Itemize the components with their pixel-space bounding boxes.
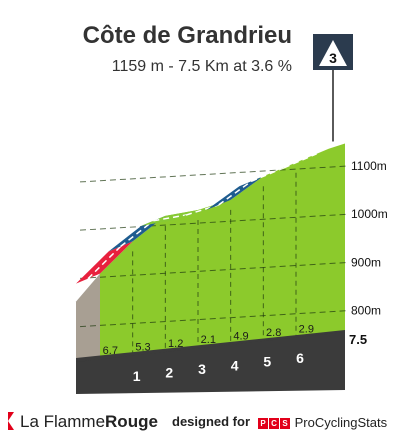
distance-band-front	[76, 332, 345, 394]
gradient-label: 2.8	[266, 327, 281, 339]
pcs-letter-s: S	[280, 418, 290, 429]
elevation-gridline	[79, 165, 350, 183]
end-distance-label: 7.5	[349, 332, 367, 347]
km-tick-label: 6	[296, 350, 304, 366]
gradient-label: 5.3	[135, 342, 150, 354]
km-tick-label: 4	[231, 357, 239, 373]
laflammerouge-logo: La FlammeRouge	[8, 412, 158, 432]
brand-light: La Flamme	[20, 412, 106, 431]
segment-centerline	[251, 167, 285, 182]
mountain-icon	[319, 40, 347, 66]
segment-centerline	[120, 220, 154, 247]
km-tick-label: 2	[165, 365, 173, 381]
segment-centerline	[87, 245, 122, 280]
flag-icon	[8, 412, 14, 430]
elevation-label: 800m	[351, 304, 381, 318]
segment-centerline	[185, 204, 219, 216]
segment-centerline	[218, 180, 252, 206]
segment-centerline	[283, 153, 317, 169]
gradient-label: 2.1	[201, 334, 216, 346]
km-tick-label: 5	[263, 354, 271, 370]
profile-area	[100, 143, 345, 360]
category-number: 3	[329, 50, 337, 66]
brand-bold: Rouge	[105, 412, 158, 431]
gradient-label: 6.7	[103, 345, 118, 357]
elevation-label: 900m	[351, 255, 381, 269]
pcs-letter-c: C	[269, 418, 279, 429]
gradient-label: 4.9	[233, 331, 248, 343]
km-tick-label: 3	[198, 361, 206, 377]
pcs-letter-p: P	[258, 418, 268, 429]
elevation-gridline	[79, 213, 350, 231]
climb-stats: 1159 m - 7.5 Km at 3.6 %	[111, 58, 292, 75]
pcs-name: ProCyclingStats	[294, 415, 388, 430]
km-tick-label: 1	[133, 368, 141, 384]
climb-title: Côte de Grandrieu	[82, 22, 292, 49]
designed-for-label: designed for	[172, 414, 251, 429]
elevation-label: 1100m	[351, 159, 387, 173]
elevation-label: 1000m	[351, 207, 388, 221]
segment-centerline	[153, 214, 187, 222]
elevation-gridline	[79, 261, 350, 279]
gradient-label: 1.2	[168, 338, 183, 350]
gradient-segment-band	[141, 210, 198, 226]
elevation-gridline	[79, 310, 350, 328]
gradient-label: 2.9	[299, 323, 314, 335]
